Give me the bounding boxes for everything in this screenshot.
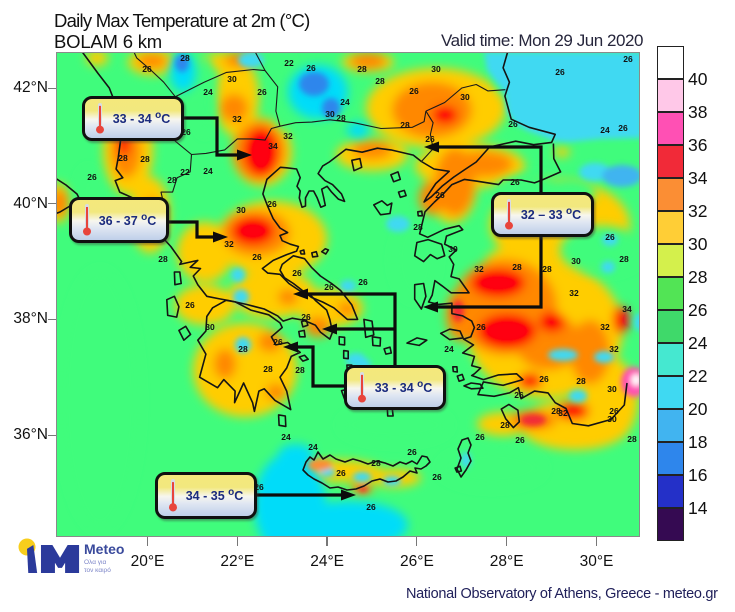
svg-text:τον καιρó: τον καιρó — [84, 567, 111, 574]
svg-text:22: 22 — [284, 58, 294, 68]
svg-text:24: 24 — [340, 97, 350, 107]
svg-text:26: 26 — [301, 312, 311, 322]
svg-text:26: 26 — [336, 468, 346, 478]
svg-text:28: 28 — [263, 364, 273, 374]
svg-text:26: 26 — [358, 277, 368, 287]
svg-text:26: 26 — [476, 322, 486, 332]
svg-text:26: 26 — [142, 64, 152, 74]
svg-text:26: 26 — [181, 127, 191, 137]
svg-text:28: 28 — [140, 154, 150, 164]
svg-text:26: 26 — [510, 177, 520, 187]
svg-text:28: 28 — [627, 434, 637, 444]
svg-text:26: 26 — [605, 232, 615, 242]
svg-text:26: 26 — [432, 472, 442, 482]
svg-text:28: 28 — [167, 175, 177, 185]
svg-text:28: 28 — [413, 222, 423, 232]
svg-text:22: 22 — [180, 167, 190, 177]
svg-text:28: 28 — [371, 458, 381, 468]
svg-text:28: 28 — [576, 376, 586, 386]
svg-text:34: 34 — [268, 141, 278, 151]
svg-text:30: 30 — [227, 74, 237, 84]
svg-text:28: 28 — [500, 420, 510, 430]
svg-text:26: 26 — [366, 502, 376, 512]
svg-text:26: 26 — [407, 447, 417, 457]
svg-text:32: 32 — [609, 344, 619, 354]
svg-text:30: 30 — [571, 256, 581, 266]
svg-text:28: 28 — [400, 120, 410, 130]
svg-text:24: 24 — [308, 442, 318, 452]
svg-text:26: 26 — [515, 435, 525, 445]
svg-text:Meteo: Meteo — [84, 541, 124, 557]
svg-text:26: 26 — [435, 190, 445, 200]
svg-text:26: 26 — [292, 268, 302, 278]
svg-text:26: 26 — [609, 406, 619, 416]
svg-text:26: 26 — [87, 172, 97, 182]
svg-text:30: 30 — [607, 384, 617, 394]
svg-text:32: 32 — [224, 239, 234, 249]
svg-text:30: 30 — [236, 205, 246, 215]
svg-text:28: 28 — [512, 262, 522, 272]
svg-text:28: 28 — [238, 344, 248, 354]
svg-text:24: 24 — [203, 166, 213, 176]
svg-text:26: 26 — [257, 87, 267, 97]
svg-text:28: 28 — [619, 254, 629, 264]
svg-text:30: 30 — [607, 414, 617, 424]
svg-text:30: 30 — [325, 109, 335, 119]
svg-text:26: 26 — [409, 86, 419, 96]
svg-text:28: 28 — [551, 406, 561, 416]
svg-text:28: 28 — [542, 264, 552, 274]
svg-text:26: 26 — [425, 134, 435, 144]
svg-text:24: 24 — [203, 87, 213, 97]
svg-text:32: 32 — [558, 408, 568, 418]
svg-text:32: 32 — [569, 288, 579, 298]
svg-text:26: 26 — [273, 337, 283, 347]
svg-text:32: 32 — [232, 114, 242, 124]
svg-text:34: 34 — [622, 304, 632, 314]
svg-text:24: 24 — [444, 344, 454, 354]
svg-text:26: 26 — [618, 123, 628, 133]
svg-text:32: 32 — [474, 264, 484, 274]
svg-text:28: 28 — [158, 254, 168, 264]
svg-text:28: 28 — [357, 64, 367, 74]
svg-text:26: 26 — [514, 390, 524, 400]
svg-text:24: 24 — [600, 125, 610, 135]
svg-text:26: 26 — [555, 67, 565, 77]
svg-text:30: 30 — [205, 322, 215, 332]
svg-text:28: 28 — [118, 153, 128, 163]
svg-text:26: 26 — [267, 199, 277, 209]
svg-text:24: 24 — [281, 432, 291, 442]
svg-text:Ολα για: Ολα για — [84, 559, 106, 566]
svg-text:26: 26 — [539, 374, 549, 384]
svg-text:28: 28 — [180, 53, 190, 63]
svg-text:28: 28 — [336, 113, 346, 123]
svg-text:26: 26 — [508, 119, 518, 129]
svg-text:28: 28 — [295, 365, 305, 375]
svg-text:32: 32 — [600, 322, 610, 332]
svg-text:30: 30 — [460, 92, 470, 102]
svg-text:26: 26 — [252, 252, 262, 262]
svg-text:26: 26 — [254, 482, 264, 492]
svg-text:30: 30 — [431, 64, 441, 74]
svg-text:26: 26 — [185, 300, 195, 310]
svg-text:30: 30 — [448, 244, 458, 254]
svg-text:26: 26 — [324, 282, 334, 292]
svg-text:32: 32 — [283, 131, 293, 141]
svg-text:26: 26 — [623, 54, 633, 64]
svg-text:28: 28 — [375, 76, 385, 86]
svg-text:26: 26 — [475, 432, 485, 442]
svg-text:26: 26 — [306, 63, 316, 73]
